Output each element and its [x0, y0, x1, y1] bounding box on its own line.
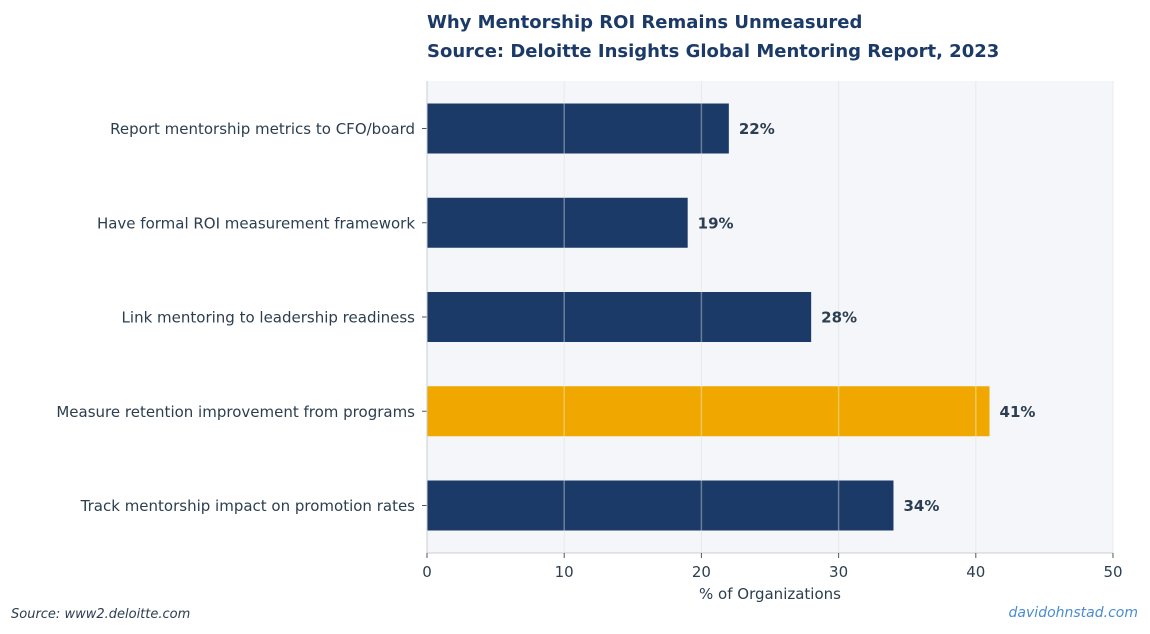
- credit-note: davidohnstad.com: [1008, 605, 1138, 621]
- chart-title: Why Mentorship ROI Remains Unmeasured: [427, 12, 863, 33]
- x-tick-label: 10: [555, 563, 574, 581]
- bars: [427, 103, 990, 531]
- x-tick-label: 30: [829, 563, 848, 581]
- x-axis-label: % of Organizations: [699, 585, 841, 603]
- bar-value-label: 34%: [903, 497, 939, 515]
- grid-overlay: [563, 81, 1114, 553]
- category-label: Have formal ROI measurement framework: [97, 214, 415, 232]
- bar: [427, 197, 688, 248]
- bar: [427, 480, 894, 531]
- category-label: Track mentorship impact on promotion rat…: [80, 497, 416, 515]
- bar-value-label: 41%: [1000, 403, 1036, 421]
- bar-value-label: 19%: [698, 214, 734, 232]
- category-label: Link mentoring to leadership readiness: [122, 309, 416, 327]
- bar: [427, 292, 812, 342]
- bar: [427, 386, 990, 437]
- bar-value-label: 22%: [739, 120, 775, 138]
- axes: [422, 81, 1114, 558]
- x-tick-label: 40: [966, 563, 985, 581]
- source-note: Source: www2.deloitte.com: [11, 607, 191, 622]
- category-label: Report mentorship metrics to CFO/board: [110, 120, 415, 138]
- bar: [427, 103, 729, 154]
- chart-subtitle: Source: Deloitte Insights Global Mentori…: [427, 41, 1000, 62]
- x-tick-label: 50: [1103, 563, 1122, 581]
- bar-value-label: 28%: [821, 309, 857, 327]
- category-label: Measure retention improvement from progr…: [56, 403, 415, 421]
- labels: 22% Report mentorship metrics to CFO/boar…: [56, 120, 1122, 581]
- x-tick-label: 0: [422, 563, 432, 581]
- x-tick-label: 20: [692, 563, 711, 581]
